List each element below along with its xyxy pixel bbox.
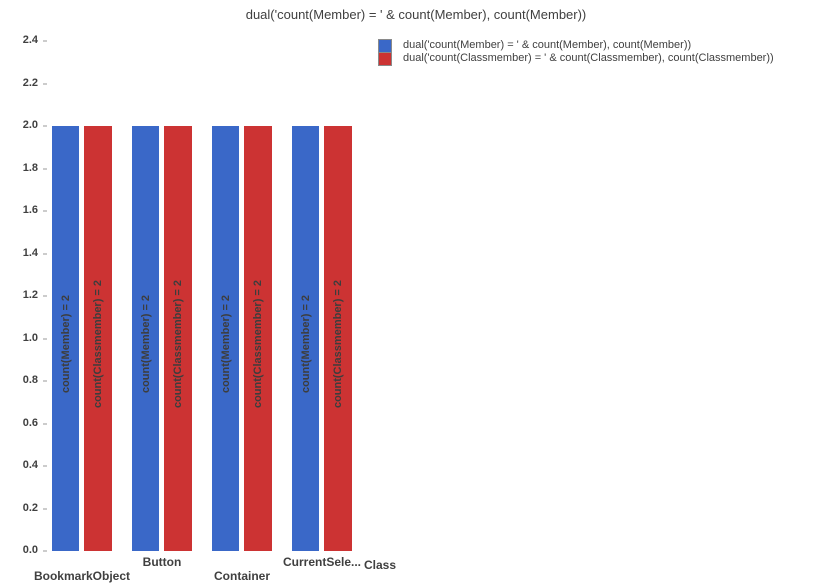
y-axis-tick-label: 1.4 xyxy=(22,246,38,259)
y-axis-tick-mark xyxy=(43,167,47,170)
bar-value-label: count(Classmember) = 2 xyxy=(92,279,104,408)
bar-member-Button[interactable] xyxy=(132,126,159,551)
bar-value-label: count(Classmember) = 2 xyxy=(172,279,184,408)
y-axis-tick-label: 0.8 xyxy=(22,374,38,386)
x-category-label-container: Container xyxy=(213,569,271,583)
y-axis-tick-mark xyxy=(43,82,47,85)
y-axis-tick-mark xyxy=(43,295,47,297)
bar-member-CurrentSele...[interactable] xyxy=(292,126,319,551)
legend-item-classmember[interactable]: dual('count(Classmember) = ' & count(Cla… xyxy=(378,51,774,66)
bar-value-label: count(Classmember) = 2 xyxy=(252,279,264,408)
y-axis-tick-mark xyxy=(43,465,47,467)
bar-value-label: count(Member) = 2 xyxy=(59,294,72,393)
y-axis-tick-mark xyxy=(43,252,47,255)
bar-classmember-BookmarkObject[interactable] xyxy=(84,126,112,551)
y-axis-tick-label: 2.2 xyxy=(22,76,38,89)
y-axis-tick-mark xyxy=(43,40,47,42)
y-axis-tick-label: 0.6 xyxy=(22,416,38,429)
y-axis-tick-label: 1.2 xyxy=(22,289,38,301)
y-axis-tick-mark xyxy=(43,337,47,340)
legend-swatch-blue xyxy=(378,38,392,53)
bar-classmember-CurrentSele...[interactable] xyxy=(324,126,352,551)
chart-title: dual('count(Member) = ' & count(Member),… xyxy=(245,7,587,22)
x-category-label-button: Button xyxy=(142,555,182,569)
y-axis-tick-label: 1.6 xyxy=(22,204,38,216)
bar-classmember-Button[interactable] xyxy=(164,126,192,551)
bar-member-Container[interactable] xyxy=(212,126,239,551)
y-axis-tick-label: 0.4 xyxy=(22,459,38,471)
legend-label: dual('count(Classmember) = ' & count(Cla… xyxy=(403,52,774,64)
y-axis-tick-mark xyxy=(43,550,47,552)
y-axis-tick-label: 0.2 xyxy=(22,501,38,514)
y-axis-tick-mark xyxy=(43,507,47,510)
x-axis-title: Class xyxy=(364,558,397,572)
legend-swatch-red xyxy=(378,51,392,66)
legend: dual('count(Member) = ' & count(Member),… xyxy=(378,38,774,66)
y-axis-tick-label: 1.8 xyxy=(22,161,38,174)
y-axis-tick-mark xyxy=(43,380,47,382)
x-category-label-currentsele: CurrentSele... xyxy=(282,555,362,569)
bar-value-label: count(Member) = 2 xyxy=(139,294,152,393)
legend-label: dual('count(Member) = ' & count(Member),… xyxy=(403,39,692,51)
bar-member-BookmarkObject[interactable] xyxy=(52,126,79,551)
bar-value-label: count(Member) = 2 xyxy=(219,294,232,393)
y-axis-tick-mark xyxy=(43,210,47,212)
y-axis-tick-label: 0.0 xyxy=(22,544,38,556)
bar-value-label: count(Classmember) = 2 xyxy=(332,279,344,408)
x-category-label-bookmarkobject: BookmarkObject xyxy=(33,569,131,583)
y-axis-tick-label: 1.0 xyxy=(22,331,38,344)
bar-classmember-Container[interactable] xyxy=(244,126,272,551)
y-axis-tick-label: 2.4 xyxy=(22,34,38,46)
bar-value-label: count(Member) = 2 xyxy=(299,294,312,393)
y-axis-tick-mark xyxy=(43,422,47,425)
y-axis-tick-label: 2.0 xyxy=(22,119,38,131)
legend-item-member[interactable]: dual('count(Member) = ' & count(Member),… xyxy=(378,38,774,53)
y-axis-tick-mark xyxy=(43,125,47,127)
